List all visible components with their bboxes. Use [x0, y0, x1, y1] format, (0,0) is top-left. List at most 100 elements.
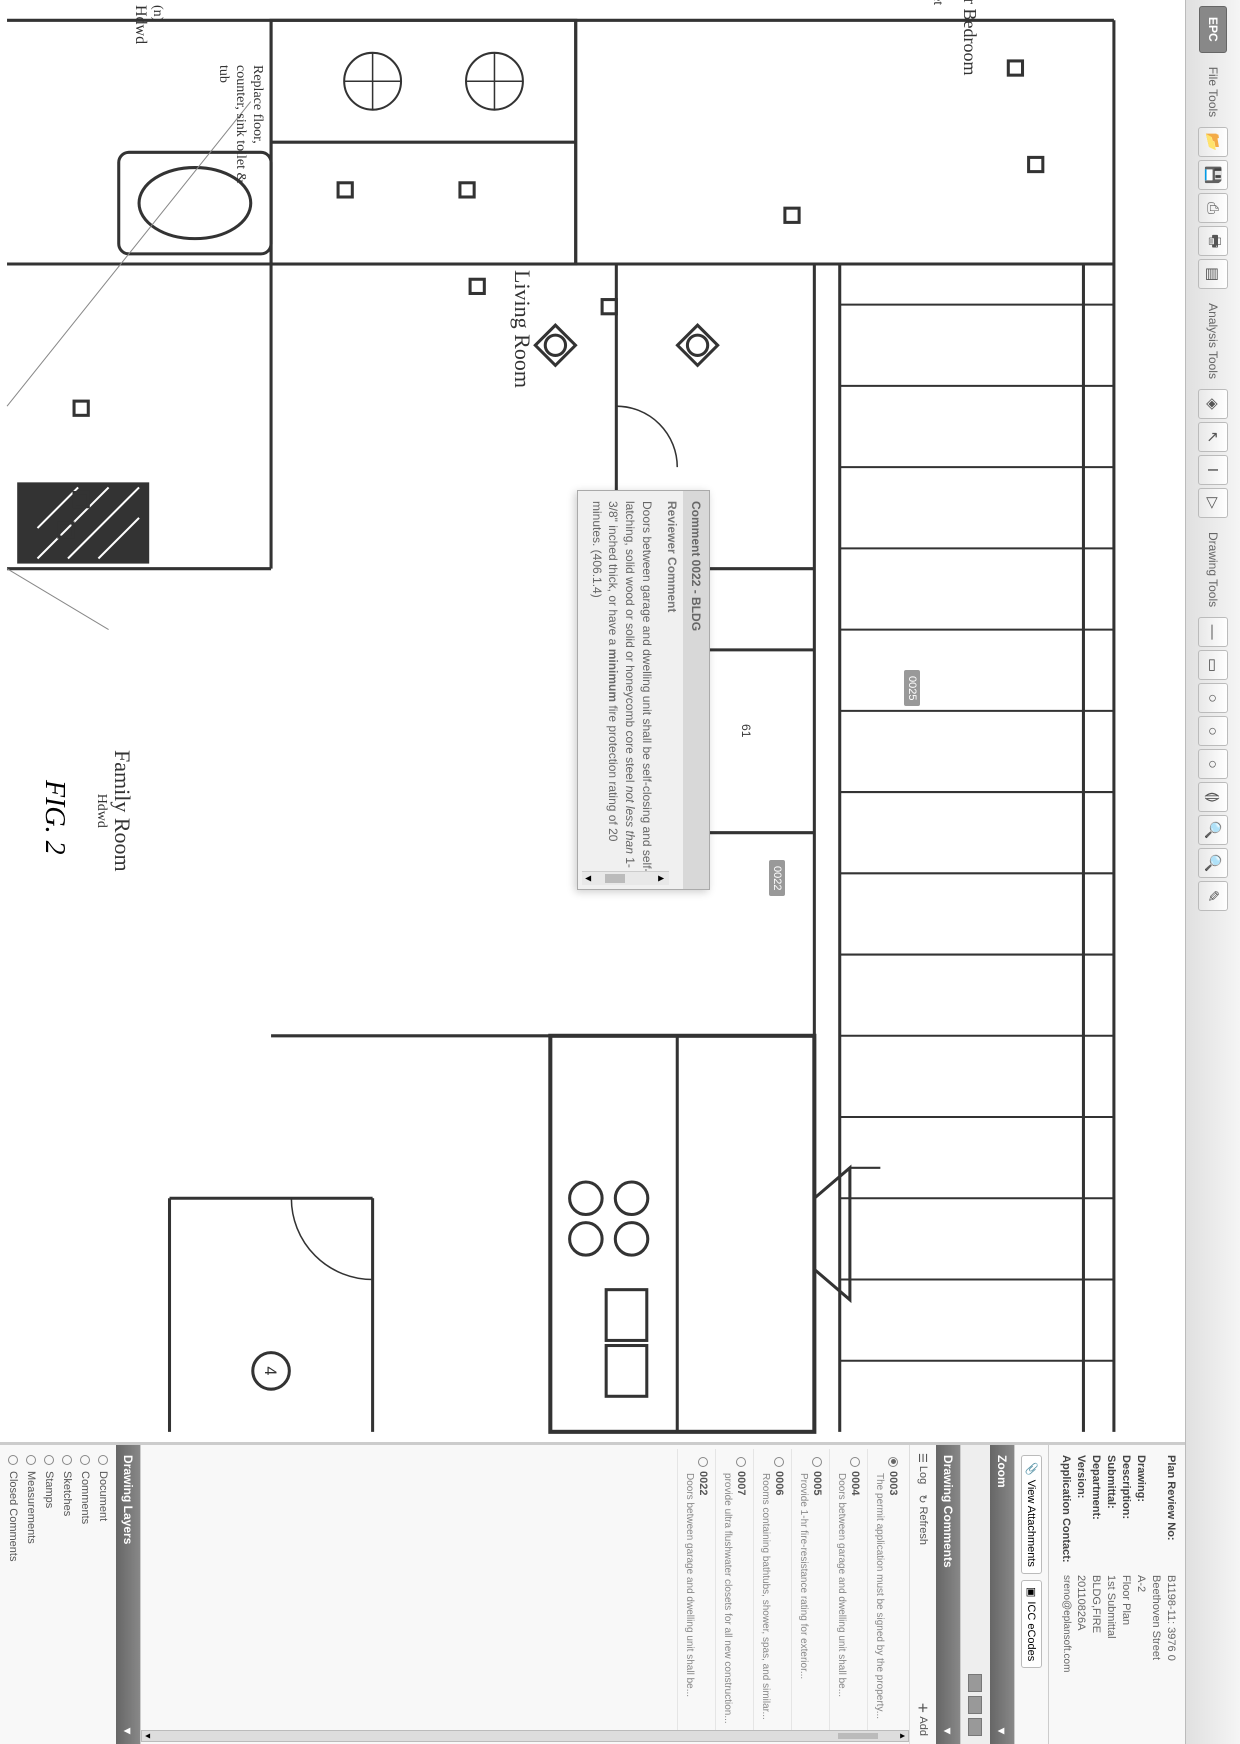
svg-text:4: 4 [261, 1366, 279, 1375]
app-window: EPC File Tools 📂 💾 ⎙ 🖶 ▤ Analysis Tools … [0, 0, 1240, 1744]
comment-radio[interactable] [774, 1457, 784, 1467]
zoomin-icon[interactable]: 🔍 [1198, 815, 1228, 845]
comment-text: Provide 1-hr fire-resistance rating for … [798, 1473, 809, 1732]
layer-item[interactable]: Comments [76, 1455, 94, 1734]
layer-item[interactable]: Stamps [40, 1455, 58, 1734]
doc-icon[interactable]: ▤ [1198, 259, 1228, 289]
comment-item[interactable]: 0003The permit application must be signe… [867, 1449, 905, 1740]
refresh-button[interactable]: ↻Refresh [917, 1494, 930, 1545]
layer-item[interactable]: Sketches [58, 1455, 76, 1734]
comment-id: 0006 [773, 1471, 785, 1495]
zoom-preset-1[interactable] [969, 1674, 983, 1692]
comment-text: provide ultra flushwater closets for all… [722, 1473, 733, 1732]
comment-item[interactable]: 0005Provide 1-hr fire-resistance rating … [791, 1449, 829, 1740]
submittal-label: Submittal: [1105, 1455, 1117, 1575]
layer-radio[interactable] [8, 1455, 18, 1465]
comment-item[interactable]: 0006Rooms containing bathtubs, shower, s… [753, 1449, 791, 1740]
rect-icon[interactable]: ▭ [1198, 650, 1228, 680]
ellipse-icon[interactable]: ○ [1198, 716, 1228, 746]
collapse-icon[interactable]: ▾ [121, 1728, 135, 1734]
plus-icon: ＋ [915, 1702, 931, 1713]
submittal-value: 1st Submittal [1105, 1575, 1117, 1639]
comment-popup: Comment 0022 - BLDG Reviewer Comment Doo… [577, 490, 710, 890]
comment-radio[interactable] [888, 1457, 898, 1467]
popup-scrollbar[interactable]: ▴ ▾ [582, 871, 669, 885]
comment-item[interactable]: 0022Doors between garage and dwelling un… [677, 1449, 715, 1740]
contact-label: Application Contact: [1060, 1455, 1072, 1575]
line-icon[interactable]: — [1198, 617, 1228, 647]
paperclip-icon: 📎 [1025, 1462, 1038, 1476]
comment-radio[interactable] [812, 1457, 822, 1467]
main-toolbar: EPC File Tools 📂 💾 ⎙ 🖶 ▤ Analysis Tools … [1185, 0, 1240, 1744]
comment-text: Rooms containing bathtubs, shower, spas,… [760, 1473, 771, 1732]
pointer-icon[interactable]: ↖ [1198, 422, 1228, 452]
plan-no-label: Plan Review No: [1165, 1455, 1177, 1575]
comment-id: 0007 [735, 1471, 747, 1495]
comment-text: The permit application must be signed by… [874, 1473, 885, 1732]
comment-text: Doors between garage and dwelling unit s… [684, 1473, 695, 1732]
family-room-label: Family Room Hdwd [93, 750, 135, 872]
comment-id: 0005 [811, 1471, 823, 1495]
tag-icon[interactable]: ◈ [1198, 389, 1228, 419]
zoomout-icon[interactable]: 🔍 [1198, 848, 1228, 878]
figure-label: FIG. 2 [38, 780, 70, 855]
comment-id: 0022 [697, 1471, 709, 1495]
log-button[interactable]: ☰Log [917, 1453, 930, 1484]
drawing-value: A-2 [1135, 1575, 1147, 1592]
save-icon[interactable]: 💾 [1198, 160, 1228, 190]
add-button[interactable]: ＋Add [915, 1702, 931, 1736]
file-tools-label: File Tools [1206, 67, 1220, 117]
flag-icon[interactable]: ▷ [1198, 488, 1228, 518]
comment-radio[interactable] [850, 1457, 860, 1467]
oval-icon[interactable]: ○ [1198, 749, 1228, 779]
comment-item[interactable]: 0007provide ultra flushwater closets for… [715, 1449, 753, 1740]
comments-toolbar: ☰Log ↻Refresh ＋Add [909, 1445, 936, 1744]
layer-item[interactable]: Document [94, 1455, 112, 1734]
icc-ecodes-button[interactable]: ▣ICC eCodes [1021, 1580, 1042, 1668]
zoom-preset-3[interactable] [969, 1718, 983, 1736]
comments-scrollbar[interactable]: ▴ ▾ [141, 1730, 909, 1742]
layer-radio[interactable] [62, 1455, 72, 1465]
layer-label: Closed Comments [7, 1471, 19, 1561]
callout-0022[interactable]: 0022 [769, 860, 785, 896]
analysis-tools-label: Analysis Tools [1206, 303, 1220, 379]
zoom-preset-2[interactable] [969, 1696, 983, 1714]
layers-list: DocumentCommentsSketchesStampsMeasuremen… [0, 1445, 116, 1744]
layer-item[interactable]: Measurements [22, 1455, 40, 1734]
collapse-icon[interactable]: ▾ [995, 1728, 1009, 1734]
bath-annotation: Replace floor, counter, sink toilet & tu… [215, 65, 265, 185]
master-bedroom-label: ter Bedroom [959, 0, 980, 75]
department-label: Department: [1090, 1455, 1102, 1575]
collapse-icon[interactable]: ▾ [941, 1728, 955, 1734]
popup-title: Comment 0022 - BLDG [683, 491, 709, 889]
layer-label: Comments [79, 1471, 91, 1524]
layer-item[interactable]: Closed Comments [4, 1455, 22, 1734]
comment-item[interactable]: 0004Doors between garage and dwelling un… [829, 1449, 867, 1740]
view-attachments-button[interactable]: 📎View Attachments [1021, 1455, 1042, 1574]
layer-radio[interactable] [98, 1455, 108, 1465]
bracket-icon[interactable]: ⟬⟭ [1198, 782, 1228, 812]
drawing-canvas[interactable]: 3 4 [0, 0, 1185, 1444]
comment-radio[interactable] [736, 1457, 746, 1467]
info-panel: Plan Review No:B1198-11: 3976 0 Beethove… [1048, 1445, 1185, 1744]
layer-label: Measurements [25, 1471, 37, 1544]
layer-radio[interactable] [26, 1455, 36, 1465]
open-icon[interactable]: 📂 [1198, 127, 1228, 157]
svg-text:61: 61 [739, 724, 753, 738]
book-icon: ▣ [1025, 1587, 1038, 1597]
export-icon[interactable]: ⎙ [1198, 193, 1228, 223]
layer-radio[interactable] [44, 1455, 54, 1465]
print-icon[interactable]: 🖶 [1198, 226, 1228, 256]
callout-0025[interactable]: 0025 [904, 670, 920, 706]
text-icon[interactable]: I [1198, 455, 1228, 485]
comments-panel-header[interactable]: Drawing Comments ▾ [936, 1445, 960, 1744]
zoom-panel-header[interactable]: Zoom ▾ [990, 1445, 1014, 1744]
circle-icon[interactable]: ○ [1198, 683, 1228, 713]
pen-icon[interactable]: ✎ [1198, 881, 1228, 911]
description-value: Floor Plan [1120, 1575, 1132, 1625]
drawing-tools: — ▭ ○ ○ ○ ⟬⟭ 🔍 🔍 ✎ [1198, 617, 1228, 911]
logo-button[interactable]: EPC [1199, 6, 1227, 53]
layer-radio[interactable] [80, 1455, 90, 1465]
comment-radio[interactable] [698, 1457, 708, 1467]
layers-panel-header[interactable]: Drawing Layers ▾ [116, 1445, 140, 1744]
